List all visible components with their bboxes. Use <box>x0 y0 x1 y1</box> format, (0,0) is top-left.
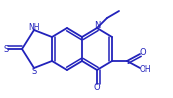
Text: S: S <box>3 44 9 54</box>
Text: S: S <box>31 67 37 75</box>
Text: N: N <box>94 20 100 29</box>
Text: NH: NH <box>28 23 40 31</box>
Text: O: O <box>140 48 146 57</box>
Text: O: O <box>94 83 100 92</box>
Text: OH: OH <box>139 64 151 74</box>
